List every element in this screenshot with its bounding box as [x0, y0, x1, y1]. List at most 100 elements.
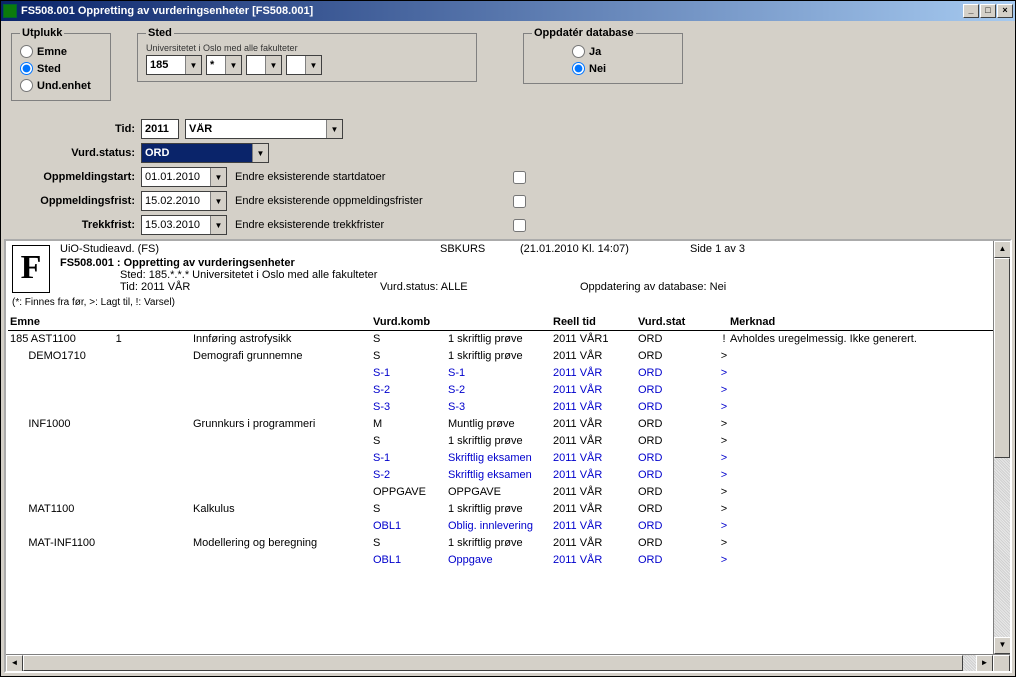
chevron-down-icon[interactable]: ▼ [265, 56, 281, 74]
sted-input-3[interactable] [247, 56, 265, 74]
oppmstart-label: Oppmeldingstart: [11, 171, 141, 183]
cell-merk [730, 484, 1004, 501]
oppmstart-combo[interactable]: ▼ [141, 167, 227, 187]
oppmstart-input[interactable] [142, 168, 210, 186]
cell-mark: > [718, 365, 730, 382]
tid-term-combo[interactable]: ▼ [185, 119, 343, 139]
chevron-down-icon[interactable]: ▼ [185, 56, 201, 74]
scroll-down-button[interactable]: ▼ [994, 637, 1011, 654]
chevron-down-icon[interactable]: ▼ [326, 120, 342, 138]
cell-komb2: S-1 [448, 365, 553, 382]
cell-stat: ORD [638, 399, 718, 416]
utplukk-sted-radio[interactable] [20, 62, 33, 75]
scroll-h-thumb[interactable] [23, 655, 963, 671]
cell-desc [193, 467, 373, 484]
cell-merk [730, 416, 1004, 433]
report-title: FS508.001 : Oppretting av vurderingsenhe… [60, 257, 1000, 269]
oppmfrist-combo[interactable]: ▼ [141, 191, 227, 211]
db-nei-radio[interactable] [572, 62, 585, 75]
cell-komb2: Oblig. innlevering [448, 518, 553, 535]
db-nei-label: Nei [589, 63, 606, 75]
cell-merk [730, 365, 1004, 382]
oppmstart-checkbox[interactable] [513, 171, 526, 184]
cell-stat: ORD [638, 552, 718, 569]
trekkfrist-input[interactable] [142, 216, 210, 234]
horizontal-scrollbar[interactable]: ◄ ► [6, 654, 1010, 671]
cell-stat: ORD [638, 433, 718, 450]
cell-emne [8, 518, 193, 535]
sted-combo-1[interactable]: ▼ [146, 55, 202, 75]
scroll-up-button[interactable]: ▲ [994, 241, 1011, 258]
cell-mark: > [718, 416, 730, 433]
cell-stat: ORD [638, 365, 718, 382]
utplukk-legend: Utplukk [20, 27, 64, 39]
sted-combo-3[interactable]: ▼ [246, 55, 282, 75]
cell-merk [730, 348, 1004, 365]
oppmfrist-chk-label: Endre eksisterende oppmeldingsfrister [235, 195, 505, 207]
chevron-down-icon[interactable]: ▼ [252, 144, 268, 162]
cell-merk [730, 467, 1004, 484]
cell-merk [730, 535, 1004, 552]
scroll-right-button[interactable]: ► [976, 655, 993, 672]
report-logo: F [12, 245, 50, 293]
oppmfrist-checkbox[interactable] [513, 195, 526, 208]
table-row: OBL1Oppgave2011 VÅRORD> [8, 552, 1004, 569]
cell-emne [8, 365, 193, 382]
cell-desc: Modellering og beregning [193, 535, 373, 552]
maximize-button[interactable]: □ [980, 4, 996, 18]
tid-year-input[interactable] [142, 120, 178, 138]
sted-input-2[interactable] [207, 56, 225, 74]
cell-merk [730, 518, 1004, 535]
report-code: SBKURS [440, 243, 520, 255]
db-legend: Oppdatér database [532, 27, 636, 39]
tid-year-field[interactable] [141, 119, 179, 139]
cell-tid: 2011 VÅR [553, 501, 638, 518]
cell-emne [8, 382, 193, 399]
cell-emne [8, 433, 193, 450]
chevron-down-icon[interactable]: ▼ [210, 168, 226, 186]
app-icon [3, 4, 17, 18]
cell-tid: 2011 VÅR [553, 518, 638, 535]
vertical-scrollbar[interactable]: ▲ ▼ [993, 241, 1010, 654]
chevron-down-icon[interactable]: ▼ [210, 192, 226, 210]
oppmfrist-input[interactable] [142, 192, 210, 210]
db-ja-radio[interactable] [572, 45, 585, 58]
cell-mark: > [718, 535, 730, 552]
sted-input-4[interactable] [287, 56, 305, 74]
sted-combo-4[interactable]: ▼ [286, 55, 322, 75]
utplukk-emne-radio[interactable] [20, 45, 33, 58]
cell-komb: S-3 [373, 399, 448, 416]
chevron-down-icon[interactable]: ▼ [305, 56, 321, 74]
cell-emne: MAT-INF1100 [8, 535, 193, 552]
window-title: FS508.001 Oppretting av vurderingsenhete… [21, 5, 963, 17]
cell-komb: OBL1 [373, 518, 448, 535]
cell-komb2: 1 skriftlig prøve [448, 331, 553, 348]
report-tid-line-b: Vurd.status: ALLE [380, 281, 580, 293]
cell-stat: ORD [638, 501, 718, 518]
sted-combo-2[interactable]: ▼ [206, 55, 242, 75]
cell-komb2: 1 skriftlig prøve [448, 433, 553, 450]
trekkfrist-checkbox[interactable] [513, 219, 526, 232]
scroll-v-thumb[interactable] [994, 258, 1010, 458]
cell-komb2: 1 skriftlig prøve [448, 501, 553, 518]
utplukk-und-radio[interactable] [20, 79, 33, 92]
minimize-button[interactable]: _ [963, 4, 979, 18]
cell-desc [193, 365, 373, 382]
vurdstatus-combo[interactable]: ▼ [141, 143, 269, 163]
cell-tid: 2011 VÅR [553, 484, 638, 501]
chevron-down-icon[interactable]: ▼ [210, 216, 226, 234]
table-row: S-1S-12011 VÅRORD> [8, 365, 1004, 382]
sted-input-1[interactable] [147, 56, 185, 74]
cell-komb2: Skriftlig eksamen [448, 450, 553, 467]
data-rows-container: 185 AST1100 1Innføring astrofysikkS1 skr… [8, 331, 1004, 569]
cell-komb: S-1 [373, 450, 448, 467]
close-button[interactable]: × [997, 4, 1013, 18]
scroll-left-button[interactable]: ◄ [6, 655, 23, 672]
cell-mark: > [718, 552, 730, 569]
tid-term-input[interactable] [186, 120, 326, 138]
cell-stat: ORD [638, 331, 718, 348]
chevron-down-icon[interactable]: ▼ [225, 56, 241, 74]
cell-mark: > [718, 518, 730, 535]
vurdstatus-input[interactable] [142, 144, 252, 162]
trekkfrist-combo[interactable]: ▼ [141, 215, 227, 235]
